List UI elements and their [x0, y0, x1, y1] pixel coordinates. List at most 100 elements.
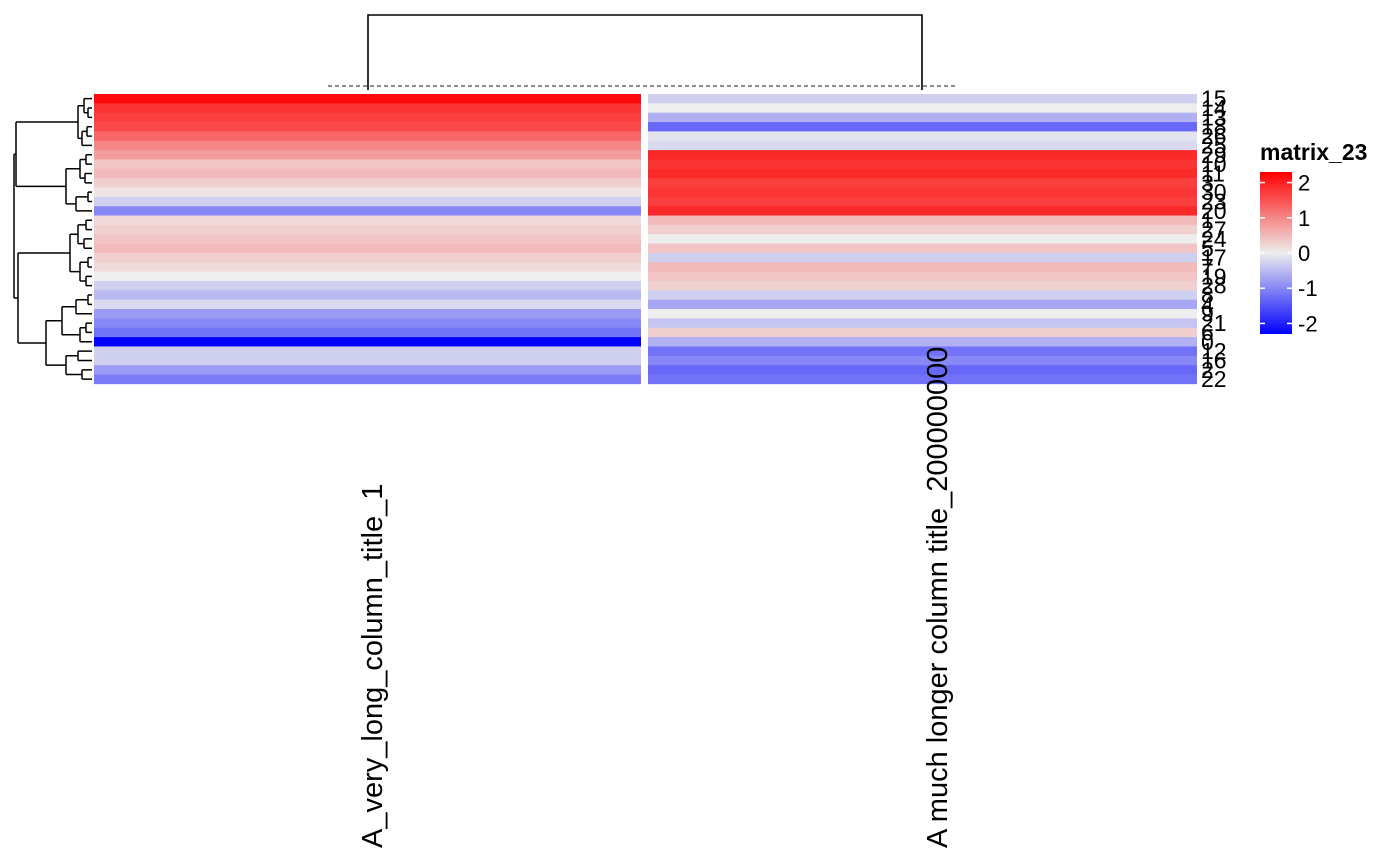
row-label: 21	[1201, 310, 1227, 336]
heatmap-cell	[648, 374, 1197, 385]
legend-color-bar	[1260, 172, 1292, 334]
heatmap-cell	[648, 262, 1197, 272]
heatmap-cell	[94, 327, 641, 338]
row-dendrogram	[13, 97, 92, 380]
heatmap-cell	[648, 112, 1197, 123]
row-label: 11	[1201, 160, 1225, 186]
row-label: 16	[1201, 347, 1227, 373]
heatmap-cell	[94, 206, 641, 216]
legend-tick-label: 1	[1298, 206, 1310, 231]
legend-tick-label: -1	[1298, 276, 1318, 301]
heatmap-cell	[648, 337, 1197, 347]
heatmap-cell	[94, 94, 641, 104]
heatmap-cell	[648, 281, 1197, 291]
heatmap-cell	[94, 374, 641, 385]
heatmap-cell	[648, 196, 1197, 207]
heatmap-cell	[94, 299, 641, 310]
heatmap-cell	[648, 346, 1197, 357]
row-label: 28	[1201, 273, 1227, 299]
legend-tick-label: -2	[1298, 311, 1318, 336]
heatmap-cell	[94, 159, 641, 170]
heatmap-cell	[94, 365, 641, 375]
heatmap-cell	[94, 243, 641, 254]
legend-tick-label: 2	[1298, 171, 1310, 196]
row-label: 1	[1201, 207, 1214, 233]
color-legend: matrix_23 2 1 0 -1 -2	[1260, 139, 1367, 336]
heatmap-cell	[648, 140, 1197, 151]
row-label: 8	[1201, 282, 1214, 308]
row-label: 18	[1201, 114, 1227, 140]
heatmap-cell	[648, 299, 1197, 310]
row-label: 27	[1201, 217, 1227, 243]
row-label: 29	[1201, 142, 1227, 168]
row-label: 23	[1201, 189, 1227, 215]
column-labels: A_very_long_column_title_1 A much longer…	[357, 347, 954, 848]
heatmap-cell	[94, 290, 641, 300]
row-label: 15	[1201, 86, 1227, 112]
heatmap-cell	[648, 178, 1197, 188]
heatmap-cell	[94, 271, 641, 282]
heatmap-cell	[648, 94, 1197, 104]
heatmap-body	[94, 94, 1197, 385]
heatmap-cell	[94, 281, 641, 291]
column-dendrogram	[328, 14, 958, 90]
column-label-1: A_very_long_column_title_1	[357, 484, 389, 848]
legend-tick-label: 0	[1298, 241, 1310, 266]
heatmap-cell	[94, 131, 641, 142]
heatmap-cell	[94, 187, 641, 198]
row-label: 14	[1201, 95, 1227, 121]
row-label: 2	[1201, 357, 1214, 383]
row-label: 17	[1201, 245, 1227, 271]
heatmap-cell	[94, 337, 641, 347]
row-label: 6	[1201, 319, 1214, 345]
row-label: 5	[1201, 235, 1214, 261]
heatmap-cell	[648, 365, 1197, 375]
heatmap-cell	[94, 318, 641, 329]
row-label: 24	[1201, 226, 1227, 252]
heatmap-cell	[648, 243, 1197, 254]
column-label-2: A much longer column title_200000000	[922, 347, 954, 848]
heatmap-cell	[648, 309, 1197, 319]
heatmap-cell	[94, 234, 641, 244]
row-label: 20	[1201, 198, 1227, 224]
heatmap-cell	[94, 355, 641, 366]
heatmap-cell	[648, 150, 1197, 160]
heatmap-cell	[648, 290, 1197, 300]
heatmap-cell	[94, 252, 641, 263]
heatmap-cell	[648, 131, 1197, 142]
heatmap-cell	[94, 122, 641, 132]
heatmap-cell	[648, 224, 1197, 235]
heatmap-cell	[648, 122, 1197, 132]
row-label: 4	[1201, 291, 1214, 317]
heatmap-cell	[94, 178, 641, 188]
heatmap-cell	[648, 159, 1197, 170]
heatmap-cell	[648, 168, 1197, 179]
heatmap-cell	[94, 309, 641, 319]
row-label: 22	[1201, 366, 1227, 392]
row-label: 25	[1201, 132, 1227, 158]
heatmap-cell	[648, 206, 1197, 216]
row-label: 26	[1201, 123, 1227, 149]
row-labels: 1514131826252910113302320127245177192884…	[1201, 86, 1227, 393]
heatmap-cell	[94, 262, 641, 272]
heatmap-cell	[648, 103, 1197, 113]
row-label: 13	[1201, 104, 1227, 130]
heatmap-cell	[94, 103, 641, 113]
heatmap-cell	[648, 355, 1197, 366]
row-label: 9	[1201, 301, 1214, 327]
heatmap-cell	[94, 168, 641, 179]
column-dendrogram-branch	[367, 14, 923, 90]
heatmap-cell	[94, 196, 641, 207]
heatmap-cell	[648, 187, 1197, 198]
row-label: 7	[1201, 254, 1214, 280]
heatmap-cell	[94, 215, 641, 226]
row-label: 0	[1201, 329, 1214, 355]
heatmap-cell	[648, 318, 1197, 329]
heatmap-cell	[648, 327, 1197, 338]
legend-title: matrix_23	[1260, 139, 1367, 165]
heatmap-cell	[94, 346, 641, 357]
heatmap-cell	[648, 252, 1197, 263]
row-label: 19	[1201, 263, 1227, 289]
heatmap-cell	[94, 140, 641, 151]
